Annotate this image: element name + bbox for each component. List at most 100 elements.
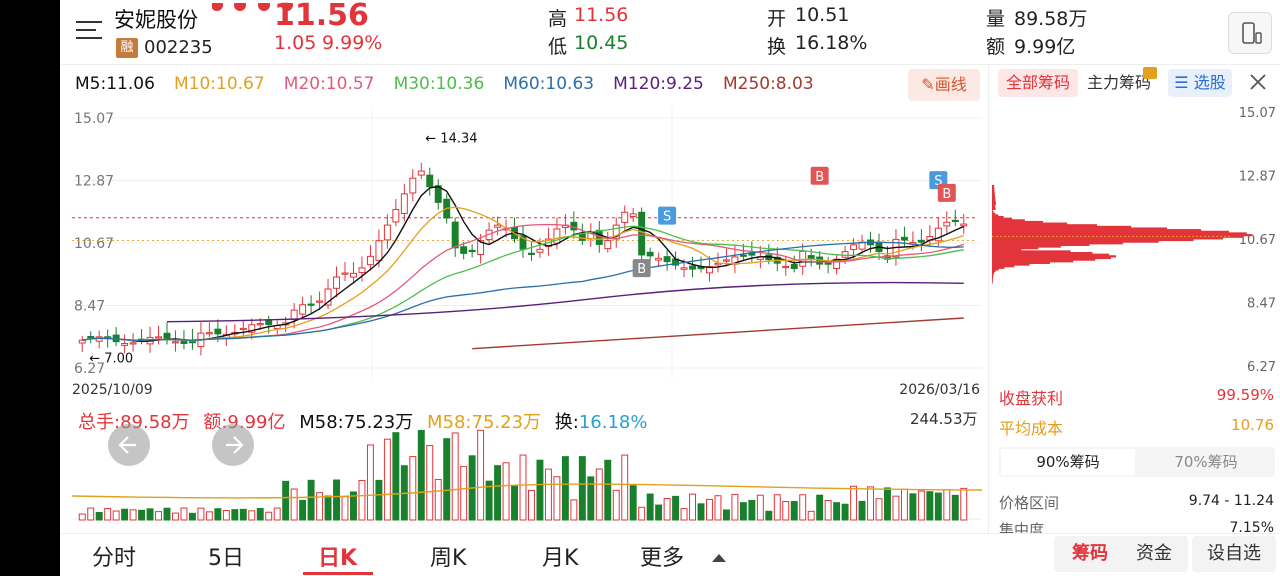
volume-bar [706,498,713,521]
volume-bar [265,511,273,521]
funds-button[interactable]: 资金 [1136,543,1172,564]
volume-bar [409,456,417,521]
marker-label: S [934,174,942,189]
max-price-label: ← 14.34 [425,132,477,147]
draw-line-button[interactable]: ✎画线 [908,69,980,101]
chip-bar [992,229,1202,232]
ma20-label: M20:10.57 [283,74,375,94]
chip-bar [992,240,1159,243]
volume-bar [638,506,646,521]
high-label: 高 [548,8,568,30]
tab-70-chips[interactable]: 70%筹码 [1174,453,1238,471]
total-hands: 总手:89.58万 [78,412,190,433]
chip-bar [992,268,999,271]
high-value: 11.56 [574,4,629,26]
y-tick-label: 10.67 [74,236,114,252]
candle-body [629,213,637,217]
volume-bar [892,495,900,521]
tab-more[interactable]: 更多 [640,546,685,571]
volume-label: 量 [986,8,1006,30]
candle-body [307,303,315,306]
tab-all-chips[interactable]: 全部筹码 [998,69,1078,97]
volume-bar [561,456,569,521]
chip-bar [992,232,1247,235]
min-price-label: ← 7.00 [89,352,133,367]
candle-body [239,327,247,331]
candle-body [426,174,434,188]
chip-bar [992,251,1093,255]
ma60-line [82,241,964,341]
volume-bar [621,454,629,521]
add-watchlist-button[interactable]: 设自选 [1192,536,1276,572]
volume-bar [697,503,705,521]
tab-weekly-k[interactable]: 周K [430,546,467,571]
candle-body [290,309,298,321]
volume-bar [366,444,374,521]
chip-bar [992,216,1004,219]
candle-body [350,272,357,278]
chip-bar [992,281,993,284]
y-tick-label: 12.87 [74,174,114,190]
chip-bar [992,201,996,204]
volume-bar [900,488,908,521]
chip-y-tick: 12.87 [1239,170,1276,185]
candle-body [316,300,324,303]
candle-body [248,324,256,333]
chip-bar [992,279,993,282]
volume-bar [714,495,722,521]
tab-main-chips-label: 主力筹码 [1087,73,1152,92]
landscape-toggle-button[interactable] [1228,12,1272,54]
open-value: 10.51 [795,4,850,26]
prev-arrow-button[interactable] [108,424,150,466]
tab-90-chips[interactable]: 90%筹码 [1001,449,1135,475]
chips-button[interactable]: 筹码 [1072,543,1108,564]
candle-body [604,240,612,250]
candle-body [917,239,925,243]
chip-bar [992,220,1044,224]
close-icon[interactable] [1246,70,1270,94]
profit-label: 收盘获利 [999,389,1064,408]
candle-body [680,267,688,270]
candle-body [129,342,137,345]
tab-intraday[interactable]: 分时 [92,546,137,571]
tab-monthly-k[interactable]: 月K [542,546,579,571]
volume-bar [375,479,383,521]
tab-5day[interactable]: 5日 [208,546,244,571]
candle-body [256,323,264,326]
chip-bar [992,219,1025,222]
price-range-value: 9.74 - 11.24 [1188,493,1274,509]
m58-black: M58:75.23万 [299,412,414,433]
next-arrow-button[interactable] [212,424,254,466]
volume-bar [756,494,764,521]
tab-daily-k[interactable]: 日K [318,546,358,571]
volume-bar [655,504,663,521]
candle-body [494,224,502,228]
caret-up-icon[interactable] [712,548,726,562]
chip-bar [992,233,1252,237]
candle-body [163,332,171,340]
chips-tab-group [1054,536,1188,572]
y-tick-label: 6.27 [74,361,105,377]
volume-bar [494,465,502,521]
pick-stock-label: 选股 [1193,73,1226,92]
volume-chart[interactable] [72,428,982,522]
candle-body [689,265,696,270]
volume-bar [960,487,968,521]
candle-body [155,336,162,339]
volume-bar [629,485,637,521]
low-value: 10.45 [574,32,629,54]
volume-bar [765,510,773,521]
pick-stock-button[interactable]: ☰ 选股 [1168,69,1232,97]
candle-body [214,328,222,335]
volume-bar [299,499,307,521]
candle-body [358,267,366,274]
volume-bar [595,468,603,521]
volume-bar [672,495,680,521]
volume-bar [663,498,671,521]
chip-distribution-chart: 15.07 12.87 10.67 8.47 6.27 [992,106,1276,375]
chip-percent-tabs: 90%筹码 70%筹码 [999,447,1275,477]
menu-icon[interactable] [76,18,104,42]
volume-bar [731,493,739,521]
tab-main-chips[interactable]: 主力筹码 [1087,67,1175,97]
